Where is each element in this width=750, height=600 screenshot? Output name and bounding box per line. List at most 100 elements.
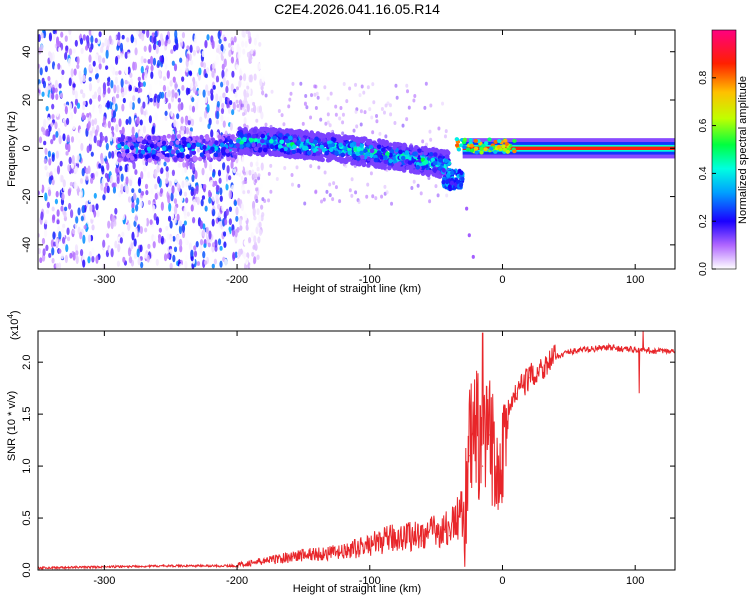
spectrogram-scatter-cell (342, 82, 346, 87)
spectrogram-scatter-cell (243, 123, 247, 128)
spectrogram-band-cell (117, 143, 122, 149)
spectrogram-noise-cell (179, 57, 183, 63)
colorbar: 0.0 0.2 0.4 0.6 0.8 Normalized spectral ampl… (698, 29, 749, 276)
spectrogram-noise-cell (91, 119, 95, 127)
spectrogram-tone-cell (454, 143, 460, 148)
spectrogram-noise-cell (154, 169, 158, 178)
spectrogram-noise-cell (145, 65, 149, 71)
spectrogram-noise-cell (77, 207, 81, 216)
spectrogram-noise-cell (42, 127, 46, 136)
spectrogram-noise-cell (216, 48, 220, 53)
spectrogram-noise-cell (170, 192, 174, 202)
spectrogram-noise-cell (106, 233, 110, 239)
spectrogram-noise-cell (76, 154, 80, 161)
spectrogram-band-cell (444, 154, 450, 160)
spectrogram-noise-cell (199, 238, 204, 246)
spectrogram-noise-cell (73, 68, 77, 76)
spectrogram-scatter-cell (395, 95, 399, 100)
spectrogram-noise-cell (259, 94, 263, 101)
spectrogram-scatter-cell (412, 98, 416, 103)
spectrogram-band-cell (380, 147, 386, 153)
spectrogram-noise-cell (139, 87, 143, 93)
spectrogram-noise-cell (145, 189, 149, 196)
spectrogram-noise-cell (184, 260, 188, 269)
spectrogram-noise-cell (249, 176, 253, 184)
spectrogram-scatter-cell (363, 110, 367, 115)
spectrogram-noise-cell (79, 128, 83, 135)
spectrogram-band-cell (260, 133, 266, 139)
spectrogram-noise-cell (125, 176, 129, 185)
spectrogram-noise-cell (192, 216, 196, 224)
spectrogram-noise-cell (226, 180, 231, 186)
spectrogram-noise-cell (144, 69, 148, 79)
spectrogram-noise-cell (152, 57, 157, 66)
spectrogram-band-cell (319, 133, 324, 139)
spectrogram-noise-cell (89, 65, 93, 71)
spectrogram-scatter-cell (437, 126, 441, 131)
spectrogram-noise-cell (226, 32, 230, 40)
spectrogram-tone-cell (462, 145, 467, 150)
spectrogram-noise-cell (51, 119, 56, 124)
spectrogram-scatter-cell (334, 112, 338, 117)
spectrogram-noise-cell (223, 241, 227, 248)
spectrogram-noise-cell (47, 150, 52, 158)
spectrogram-noise-cell (102, 194, 106, 201)
spectrogram-noise-cell (66, 134, 70, 143)
spectrogram-noise-cell (167, 90, 171, 98)
snr-point (508, 413, 510, 415)
spectrogram-noise-cell (174, 192, 178, 198)
spectrogram-dip-cell (456, 179, 461, 185)
spectrogram-noise-cell (194, 33, 198, 43)
spectrogram-noise-cell (38, 183, 43, 191)
spectrogram-noise-cell (228, 206, 233, 212)
spectrogram-noise-cell (145, 114, 149, 122)
spectrogram-x-tick-label: 0 (499, 274, 505, 286)
spectrogram-noise-cell (129, 72, 133, 78)
spectrogram-scatter-cell (371, 194, 375, 199)
spectrogram-noise-cell (208, 230, 212, 240)
spectrogram-noise-cell (181, 180, 185, 189)
spectrogram-noise-cell (72, 83, 76, 88)
spectrogram-noise-cell (124, 51, 128, 59)
spectrogram-noise-cell (167, 102, 172, 110)
spectrogram-noise-cell (59, 92, 64, 99)
spectrogram-noise-cell (147, 243, 151, 249)
snr-y-tick-label: 1.0 (21, 458, 33, 473)
spectrogram-band-cell (235, 142, 241, 148)
spectrogram-band-cell (195, 142, 201, 148)
spectrogram-noise-cell (93, 192, 97, 199)
spectrogram-tone-cell (512, 149, 517, 154)
spectrogram-band-cell (291, 129, 296, 135)
spectrogram-noise-cell (91, 30, 95, 36)
spectrogram-noise-cell (64, 35, 68, 42)
spectrogram-noise-cell (94, 107, 98, 114)
spectrogram-noise-cell (217, 238, 222, 246)
spectrogram-noise-cell (249, 161, 254, 168)
colorbar-tick-label: 0.2 (698, 214, 709, 228)
snr-point (481, 465, 484, 467)
spectrogram-band-cell (340, 152, 346, 158)
spectrogram-noise-cell (142, 101, 146, 109)
spectrogram-scatter-cell (425, 142, 429, 147)
spectrogram-scatter-cell (283, 166, 287, 171)
spectrogram-noise-cell (237, 248, 242, 258)
spectrogram-noise-cell (108, 194, 112, 202)
spectrogram-noise-cell (219, 245, 223, 251)
spectrogram-noise-cell (191, 162, 195, 171)
spectrogram-noise-cell (184, 254, 189, 260)
spectrogram-band-cell (285, 138, 290, 144)
spectrogram-noise-cell (140, 82, 144, 87)
spectrogram-band-cell (181, 136, 187, 142)
spectrogram-noise-cell (50, 175, 54, 181)
spectrogram-noise-cell (107, 120, 111, 129)
spectrogram-noise-cell (220, 114, 224, 123)
spectrogram-band-cell (349, 142, 355, 148)
spectrogram-noise-cell (167, 215, 172, 222)
spectrogram-noise-cell (72, 48, 76, 54)
spectrogram-noise-cell (218, 95, 223, 104)
spectrogram-noise-cell (214, 41, 219, 50)
snr-panel: -300 -200 -100 0 100 0.0 0.5 1.0 1.5 2.0 Height o… (6, 310, 676, 595)
spectrogram-scatter-cell (428, 129, 432, 134)
spectrogram-noise-cell (181, 84, 185, 91)
spectrogram-noise-cell (38, 47, 42, 54)
